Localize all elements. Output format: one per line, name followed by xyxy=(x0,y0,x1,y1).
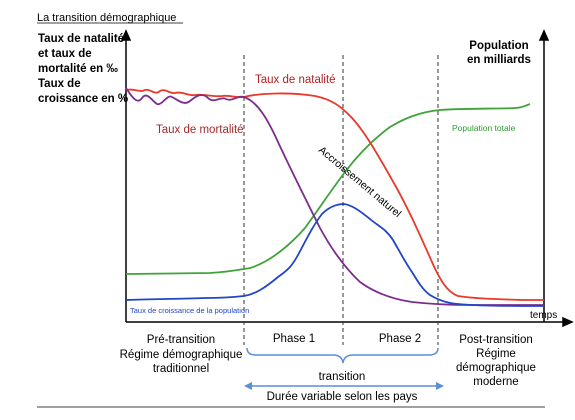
population-label: Population totale xyxy=(452,123,516,133)
post-transition-label: Régime xyxy=(476,348,516,360)
transition-label: transition xyxy=(319,371,366,383)
axes xyxy=(120,29,574,328)
duration-arrow-left-head xyxy=(244,382,252,390)
left-axis-label-line: et taux de xyxy=(38,48,92,60)
x-axis-arrow xyxy=(562,316,574,328)
left-axis-label-line: Taux de natalité xyxy=(38,33,124,45)
birth-rate-label: Taux de natalité xyxy=(255,74,336,86)
death-rate-curve xyxy=(125,87,544,306)
right-axis-label-line: en milliards xyxy=(467,54,531,66)
left-axis-label-line: mortalité en ‰ xyxy=(38,63,118,75)
phase-labels: Pré-transition Régime démographique trad… xyxy=(120,333,536,388)
duration-label: Durée variable selon les pays xyxy=(267,391,418,403)
left-axis-label-line: Taux de xyxy=(38,78,81,90)
right-axis-label: Population en milliards xyxy=(467,40,531,66)
growth-rate-label: Taux de croissance de la population xyxy=(130,306,249,315)
left-axis-label: Taux de natalité et taux de mortalité en… xyxy=(38,33,128,105)
pre-transition-label: Pré-transition xyxy=(147,334,215,346)
transition-brace xyxy=(246,347,439,364)
phase1-label: Phase 1 xyxy=(273,333,315,345)
death-rate-label: Taux de mortalité xyxy=(156,124,244,136)
birth-rate-curve xyxy=(125,88,544,301)
phase2-label: Phase 2 xyxy=(379,333,421,345)
post-transition-label: moderne xyxy=(473,376,518,388)
right-axis-label-line: Population xyxy=(469,40,528,52)
duration-arrow-right-head xyxy=(436,382,444,390)
x-axis-label: temps xyxy=(530,310,557,321)
post-transition-label: démographique xyxy=(456,362,536,374)
duration-arrow xyxy=(244,382,444,390)
population-curve xyxy=(125,103,531,275)
growth-rate-curve xyxy=(125,203,545,307)
pre-transition-label: Régime démographique xyxy=(120,349,243,361)
left-axis-label-line: croissance en % xyxy=(38,93,128,105)
diagram-title: La transition démographique xyxy=(37,12,176,24)
post-transition-label: Post-transition xyxy=(459,334,533,346)
right-axis-arrow xyxy=(538,29,550,41)
pre-transition-label: traditionnel xyxy=(153,363,209,375)
left-axis-arrow xyxy=(120,29,132,41)
